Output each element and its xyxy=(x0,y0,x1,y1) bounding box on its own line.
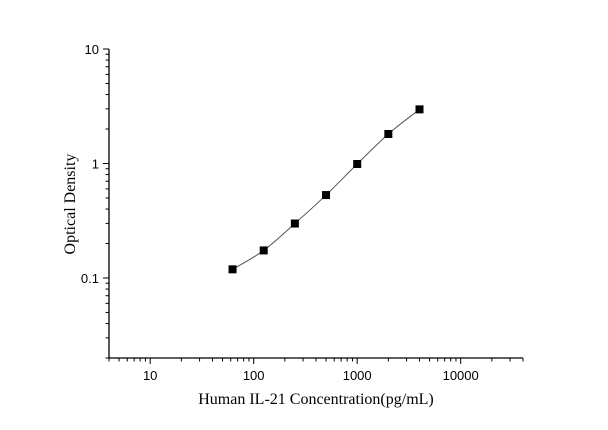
x-tick-label: 10000 xyxy=(443,368,479,383)
data-point xyxy=(353,159,362,168)
y-tick-label: 10 xyxy=(85,42,99,57)
data-point xyxy=(384,129,393,138)
y-tick-label: 0.1 xyxy=(81,271,99,286)
x-tick-label: 10 xyxy=(143,368,157,383)
data-points xyxy=(228,105,424,274)
axes xyxy=(103,48,524,364)
tick-labels: 10 100 1000 10000 0.1 1 10 xyxy=(81,42,479,383)
x-axis-label: Human IL-21 Concentration(pg/mL) xyxy=(198,391,434,408)
y-axis-label: Optical Density xyxy=(62,154,79,255)
data-point xyxy=(322,191,331,200)
x-tick-label: 100 xyxy=(243,368,265,383)
data-point xyxy=(228,265,237,274)
data-point xyxy=(290,219,299,228)
y-tick-label: 1 xyxy=(92,156,99,171)
data-point xyxy=(415,105,424,114)
data-point xyxy=(259,246,268,255)
x-tick-label: 1000 xyxy=(343,368,372,383)
